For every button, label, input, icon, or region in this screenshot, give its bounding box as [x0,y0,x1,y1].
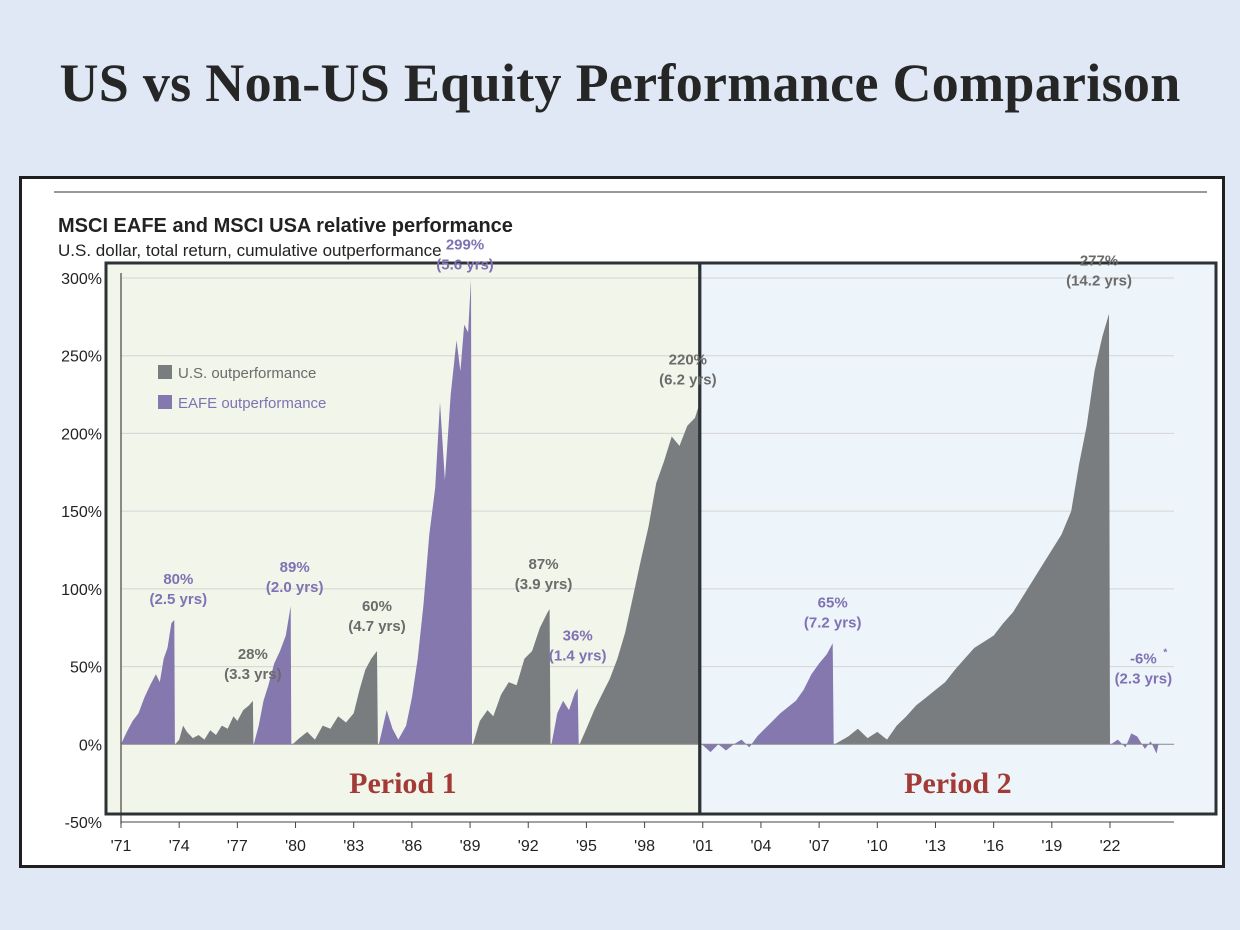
chart-subtitle: U.S. dollar, total return, cumulative ou… [58,241,442,260]
legend-swatch-eafe [158,395,172,409]
segment-duration-label: (14.2 yrs) [1066,273,1132,290]
period-backgrounds [106,263,1216,814]
period-2-box [698,261,1218,816]
segment-value-label: 60% [362,598,392,615]
segment-duration-label: (2.3 yrs) [1115,670,1173,687]
us-outperformance-area [579,402,701,745]
segment-duration-label: (5.6 yrs) [436,257,494,274]
eafe-outperformance-area [551,688,579,745]
x-tick-label: '92 [518,838,539,855]
us-outperformance-area [175,700,254,745]
y-tick-label: 200% [61,426,102,443]
chart-title: MSCI EAFE and MSCI USA relative performa… [58,215,513,237]
segment-value-label: 65% [818,594,848,611]
x-tick-label: '77 [227,838,248,855]
eafe-outperformance-area [1111,733,1159,754]
y-tick-label: 300% [61,271,102,288]
x-tick-label: '86 [401,838,422,855]
us-outperformance-area [292,651,378,745]
legend-swatch-us [158,365,172,379]
segment-value-label: 89% [280,559,310,576]
x-tick-label: '95 [576,838,597,855]
period-boxes: Period 1 Period 2 [104,261,1218,816]
x-tick-label: '10 [867,838,888,855]
eafe-outperformance-area [121,619,175,745]
segment-footnote-marker: * [1163,647,1167,658]
segment-value-label: 220% [669,351,707,368]
legend-label-us: U.S. outperformance [178,365,316,382]
x-tick-label: '04 [751,838,772,855]
x-tick-label: '74 [169,838,190,855]
segment-duration-label: (7.2 yrs) [804,614,862,631]
x-tick-label: '80 [285,838,306,855]
x-tick-label: '07 [809,838,830,855]
segment-duration-label: (1.4 yrs) [549,647,607,664]
x-tick-label: '83 [343,838,364,855]
us-outperformance-area [473,609,551,745]
us-outperformance-area [834,313,1110,745]
segment-duration-label: (4.7 yrs) [348,618,406,635]
y-tick-label: 50% [70,660,102,677]
data-labels: 80% (2.5 yrs) 28% (3.3 yrs) 89% (2.0 yrs) 60% (… [150,237,1173,688]
eafe-outperformance-area [253,606,292,745]
chart-frame: MSCI EAFE and MSCI USA relative performa… [19,176,1225,868]
period-1-label: Period 1 [349,767,456,800]
y-tick-label: 100% [61,582,102,599]
x-tick-label: '22 [1100,838,1121,855]
legend-label-eafe: EAFE outperformance [178,395,326,412]
x-tick-label: '19 [1041,838,1062,855]
area-series [121,279,1159,754]
y-tick-label: 0% [79,737,102,754]
x-tick-label: '01 [692,838,713,855]
eafe-outperformance-area [378,279,472,745]
x-tick-label: '71 [111,838,132,855]
y-tick-label: -50% [65,815,102,832]
chart-svg: MSCI EAFE and MSCI USA relative performa… [54,191,1218,855]
y-tick-label: 150% [61,504,102,521]
segment-value-label: 87% [529,556,559,573]
segment-value-label: -6% [1130,650,1157,667]
segment-duration-label: (3.9 yrs) [515,576,573,593]
legend: U.S. outperformance EAFE outperformance [158,365,326,412]
segment-value-label: 28% [238,646,268,663]
period-2-label: Period 2 [904,767,1011,800]
segment-value-label: 277% [1080,253,1118,270]
x-tick-label: '13 [925,838,946,855]
slide-title: US vs Non-US Equity Performance Comparis… [59,53,1181,113]
axes: -50% 0% 50% 100% 150% 200% 250% 300% '71 '74 '77 '8… [61,271,1174,855]
segment-duration-label: (2.5 yrs) [150,591,208,608]
segment-duration-label: (6.2 yrs) [659,371,717,388]
x-tick-label: '89 [460,838,481,855]
segment-duration-label: (3.3 yrs) [224,666,282,683]
x-tick-label: '16 [983,838,1004,855]
segment-value-label: 36% [563,627,593,644]
segment-value-label: 80% [163,571,193,588]
x-tick-label: '98 [634,838,655,855]
segment-value-label: 299% [446,237,484,254]
y-tick-label: 250% [61,349,102,366]
eafe-outperformance-area [701,643,834,753]
segment-duration-label: (2.0 yrs) [266,579,324,596]
